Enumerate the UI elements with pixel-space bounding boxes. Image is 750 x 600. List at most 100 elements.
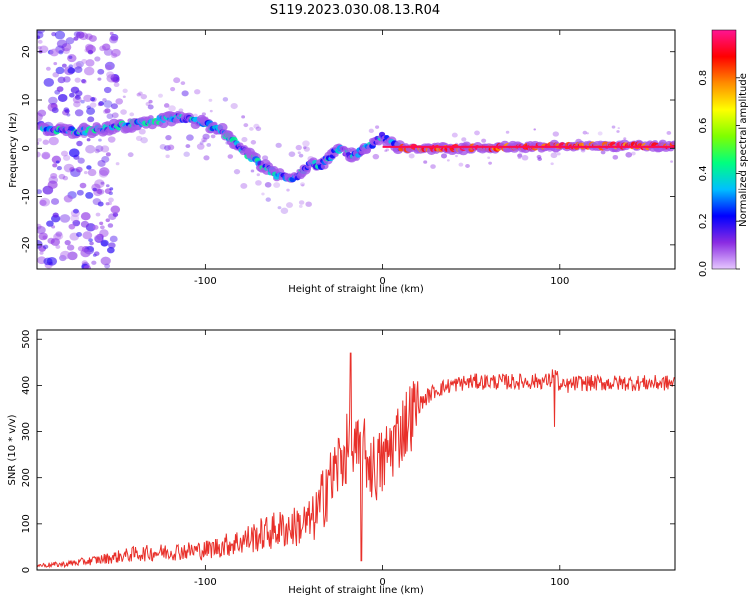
spectrogram-cell: [83, 171, 88, 175]
spectrogram-cell: [88, 238, 93, 243]
spectrogram-cell: [70, 214, 80, 222]
spectrogram-cell: [201, 137, 208, 143]
spectrogram-cell: [83, 66, 95, 76]
spectrogram-cell: [95, 145, 104, 153]
spectrogram-cell: [302, 146, 307, 150]
spectrogram-cell: [79, 182, 87, 189]
spectrogram-cell: [241, 137, 248, 143]
spectrogram-cell: [96, 188, 103, 195]
spectrogram-cell: [48, 96, 58, 105]
y-tick-label: 100: [21, 514, 32, 533]
x-tick-label: 0: [379, 276, 385, 287]
spectrogram-cell: [97, 201, 104, 207]
spectrogram-cell: [423, 160, 428, 164]
spectrogram-cell: [597, 131, 603, 136]
spectrogram-cell: [78, 32, 89, 41]
spectrogram-cell: [138, 91, 143, 96]
spectrogram-cell: [107, 246, 115, 254]
spectrogram-cell: [58, 50, 64, 55]
spectrogram-cell: [384, 149, 388, 153]
spectrogram-xlabel: Height of straight line (km): [288, 284, 424, 295]
spectrogram-cell: [54, 232, 64, 240]
spectrogram-cell: [295, 144, 302, 151]
spectrogram-cell: [465, 164, 470, 169]
spectrogram-cell: [115, 98, 124, 105]
spectrogram-cell: [110, 73, 120, 82]
colorbar-tick-label: 0.2: [698, 213, 709, 229]
spectrogram-cell: [345, 147, 352, 153]
spectrogram-cell: [256, 173, 261, 177]
spectrogram-cell: [99, 167, 110, 176]
spectrogram-cell: [173, 77, 181, 84]
spectrogram-cell: [43, 78, 55, 87]
spectrogram-cell: [68, 223, 76, 230]
spectrogram-cell: [202, 133, 210, 140]
spectrogram-cell: [55, 160, 60, 164]
spectrogram-cell: [85, 59, 95, 67]
spectrogram-cell: [193, 113, 198, 118]
spectrogram-cell: [84, 33, 93, 40]
spectrogram-cell: [46, 220, 54, 227]
spectrogram-cell: [83, 265, 91, 269]
spectrogram-cell: [73, 101, 81, 108]
spectrogram-cell: [582, 130, 588, 135]
spectrogram-cell: [74, 94, 81, 100]
x-tick-label: -100: [194, 276, 217, 287]
spectrogram-cell: [623, 137, 627, 140]
spectrogram-cell: [68, 55, 73, 60]
spectrogram-cell: [37, 225, 46, 235]
spectrogram-cell: [58, 173, 66, 180]
colorbar-gradient: [711, 29, 737, 270]
spectrogram-cell: [76, 232, 82, 237]
spectrogram-cell: [56, 165, 62, 171]
spectrogram-cell: [135, 135, 143, 141]
snr-frame: [36, 329, 676, 571]
spectrogram-cell: [298, 153, 304, 158]
spectrogram-cell: [168, 105, 176, 112]
spectrogram-cell: [69, 92, 75, 98]
spectrogram-cell: [233, 169, 241, 175]
spectrogram-cell: [110, 103, 118, 110]
spectrogram-cell: [481, 138, 487, 143]
spectrogram-cell: [301, 184, 305, 187]
x-tick-label: 100: [550, 577, 569, 588]
spectrogram-cell: [300, 182, 306, 187]
y-tick-label: 500: [21, 330, 32, 349]
spectrogram-cell: [111, 48, 121, 57]
spectrogram-cell: [113, 82, 120, 88]
spectrogram-cell: [136, 92, 141, 97]
spectrogram-cell: [440, 153, 448, 159]
spectrogram-cell: [138, 128, 146, 135]
spectrogram-cell: [487, 156, 491, 159]
spectrogram-cell: [66, 244, 75, 251]
spectrogram-cell: [37, 46, 42, 50]
spectrogram-cell: [38, 232, 48, 241]
spectrogram-cell: [488, 161, 492, 165]
spectrogram-cell: [37, 31, 44, 39]
spectrogram-cell: [286, 202, 294, 208]
colorbar-tick-label: 0.6: [698, 118, 709, 134]
spectrogram-cell: [88, 35, 97, 42]
spectrogram-cell: [202, 139, 206, 143]
spectrogram-ylabel: Frequency (Hz): [8, 112, 19, 188]
spectrogram-cell: [80, 248, 91, 258]
spectrogram-cell: [108, 242, 116, 249]
spectrogram-cell: [98, 169, 109, 178]
spectrogram-cell: [41, 152, 50, 160]
spectrogram-cell: [107, 201, 112, 206]
spectrogram-cell: [55, 231, 63, 237]
spectrogram-cell: [98, 101, 104, 106]
spectrogram-cell: [42, 244, 49, 250]
spectrogram-cell: [140, 93, 148, 100]
y-tick-label: 300: [21, 422, 32, 441]
spectrogram-cell: [517, 155, 522, 160]
snr-ylabel: SNR (10 * v/v): [7, 414, 18, 485]
spectrogram-cell: [37, 189, 43, 195]
spectrogram-cell: [243, 123, 249, 128]
spectrogram-cell: [461, 137, 467, 142]
spectrogram-cell: [115, 162, 120, 166]
spectrogram-cell: [110, 34, 119, 42]
spectrogram-cell: [50, 238, 61, 246]
spectrogram-cell: [100, 145, 110, 153]
spectrogram-cell: [80, 220, 89, 228]
